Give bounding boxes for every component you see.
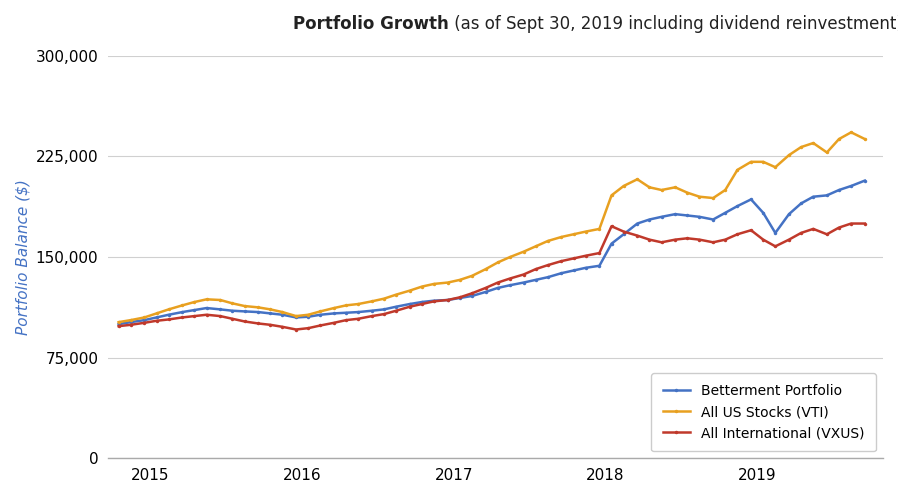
Text: Portfolio Growth: Portfolio Growth: [294, 15, 449, 33]
All International (VXUS): [291, 327, 302, 333]
Y-axis label: Portfolio Balance ($): Portfolio Balance ($): [15, 179, 30, 335]
Betterment Portfolio: [239, 308, 250, 314]
All US Stocks (VTI): [580, 229, 591, 235]
All US Stocks (VTI): [239, 303, 250, 309]
All International (VXUS): [340, 317, 351, 323]
Line: Betterment Portfolio: Betterment Portfolio: [117, 179, 867, 326]
Betterment Portfolio: [329, 310, 339, 316]
All International (VXUS): [239, 318, 250, 324]
All US Stocks (VTI): [859, 136, 870, 142]
Betterment Portfolio: [303, 314, 313, 320]
Betterment Portfolio: [859, 178, 870, 184]
Betterment Portfolio: [113, 321, 124, 327]
Betterment Portfolio: [366, 308, 377, 314]
All US Stocks (VTI): [303, 312, 313, 318]
All International (VXUS): [846, 221, 857, 227]
Betterment Portfolio: [580, 265, 591, 271]
Text: (as of Sept 30, 2019 including dividend reinvestment): (as of Sept 30, 2019 including dividend …: [449, 15, 898, 33]
Betterment Portfolio: [353, 309, 364, 315]
Legend: Betterment Portfolio, All US Stocks (VTI), All International (VXUS): Betterment Portfolio, All US Stocks (VTI…: [651, 373, 876, 451]
All International (VXUS): [315, 323, 326, 329]
All US Stocks (VTI): [846, 129, 857, 135]
All US Stocks (VTI): [366, 298, 377, 304]
All US Stocks (VTI): [113, 319, 124, 325]
All International (VXUS): [379, 311, 390, 317]
All International (VXUS): [859, 221, 870, 227]
All International (VXUS): [594, 250, 604, 256]
Line: All US Stocks (VTI): All US Stocks (VTI): [117, 130, 867, 324]
All International (VXUS): [113, 323, 124, 329]
All International (VXUS): [366, 313, 377, 319]
Line: All International (VXUS): All International (VXUS): [117, 222, 867, 331]
Text: Portfolio Growth: Portfolio Growth: [0, 497, 1, 498]
All US Stocks (VTI): [329, 305, 339, 311]
All US Stocks (VTI): [353, 301, 364, 307]
